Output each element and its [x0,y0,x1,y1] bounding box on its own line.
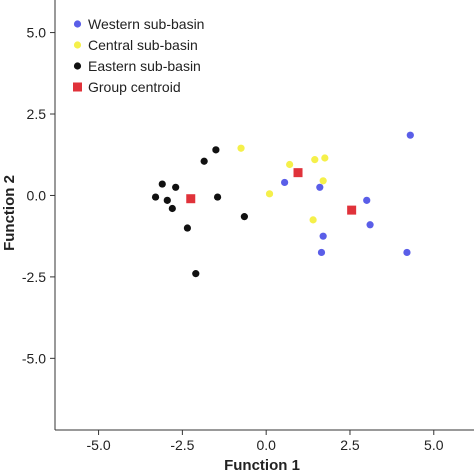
y-tick-label: 0.0 [27,187,47,203]
x-axis-ticks: -5.0 -2.5 0.0 2.5 5.0 [87,430,444,453]
western-sub-basin-point [317,248,326,257]
legend-swatch-central-sub-basin [73,41,82,49]
group-centroid-point [186,194,196,204]
y-tick-label: -2.5 [22,269,46,285]
eastern-sub-basin-point [151,193,160,201]
western-sub-basin-point [281,178,289,187]
legend: Western sub-basin Central sub-basin Easter… [73,16,204,95]
eastern-sub-basin-point [240,213,248,221]
eastern-sub-basin-point [213,193,222,201]
western-sub-basin-point [406,131,414,139]
eastern-sub-basin-point [163,196,171,204]
eastern-sub-basin-point [200,157,208,165]
data-points [151,131,414,278]
legend-swatch-eastern-sub-basin [73,62,82,70]
group-centroid-point [347,205,357,215]
eastern-sub-basin-point [158,180,166,188]
group-centroid-point [293,168,303,178]
western-sub-basin-point [319,232,327,240]
eastern-sub-basin-point [168,204,176,213]
y-axis-ticks: 5.0 2.5 0.0 -2.5 -5.0 [22,25,55,366]
central-sub-basin-point [319,177,327,185]
western-sub-basin-point [363,196,371,204]
central-sub-basin-point [265,190,274,198]
central-sub-basin-point [321,154,329,162]
y-axis-title: Function 2 [1,175,18,251]
eastern-sub-basin-point [183,224,192,232]
central-sub-basin-point [286,160,294,169]
x-tick-label: -5.0 [87,437,111,453]
legend-swatch-western-sub-basin [73,20,82,28]
y-tick-label: 5.0 [27,25,47,41]
central-sub-basin-point [311,156,319,164]
central-sub-basin-point [309,216,317,224]
x-tick-label: 0.0 [256,437,276,453]
western-sub-basin-point [316,183,324,191]
legend-label-western-sub-basin: Western sub-basin [88,16,204,32]
x-axis-title: Function 1 [224,457,300,474]
central-sub-basin-point [237,144,245,152]
legend-swatch-group-centroid [73,82,82,92]
eastern-sub-basin-point [212,146,220,154]
x-tick-label: 2.5 [340,437,360,453]
legend-label-group-centroid: Group centroid [88,79,181,95]
y-tick-label: 2.5 [27,106,47,122]
y-tick-label: -5.0 [22,350,46,366]
western-sub-basin-point [403,248,411,257]
eastern-sub-basin-point [172,183,180,191]
western-sub-basin-point [366,221,374,229]
legend-label-eastern-sub-basin: Eastern sub-basin [88,58,201,74]
x-tick-label: 5.0 [424,437,444,453]
x-tick-label: -2.5 [170,437,194,453]
eastern-sub-basin-point [192,270,200,278]
legend-label-central-sub-basin: Central sub-basin [88,37,198,53]
